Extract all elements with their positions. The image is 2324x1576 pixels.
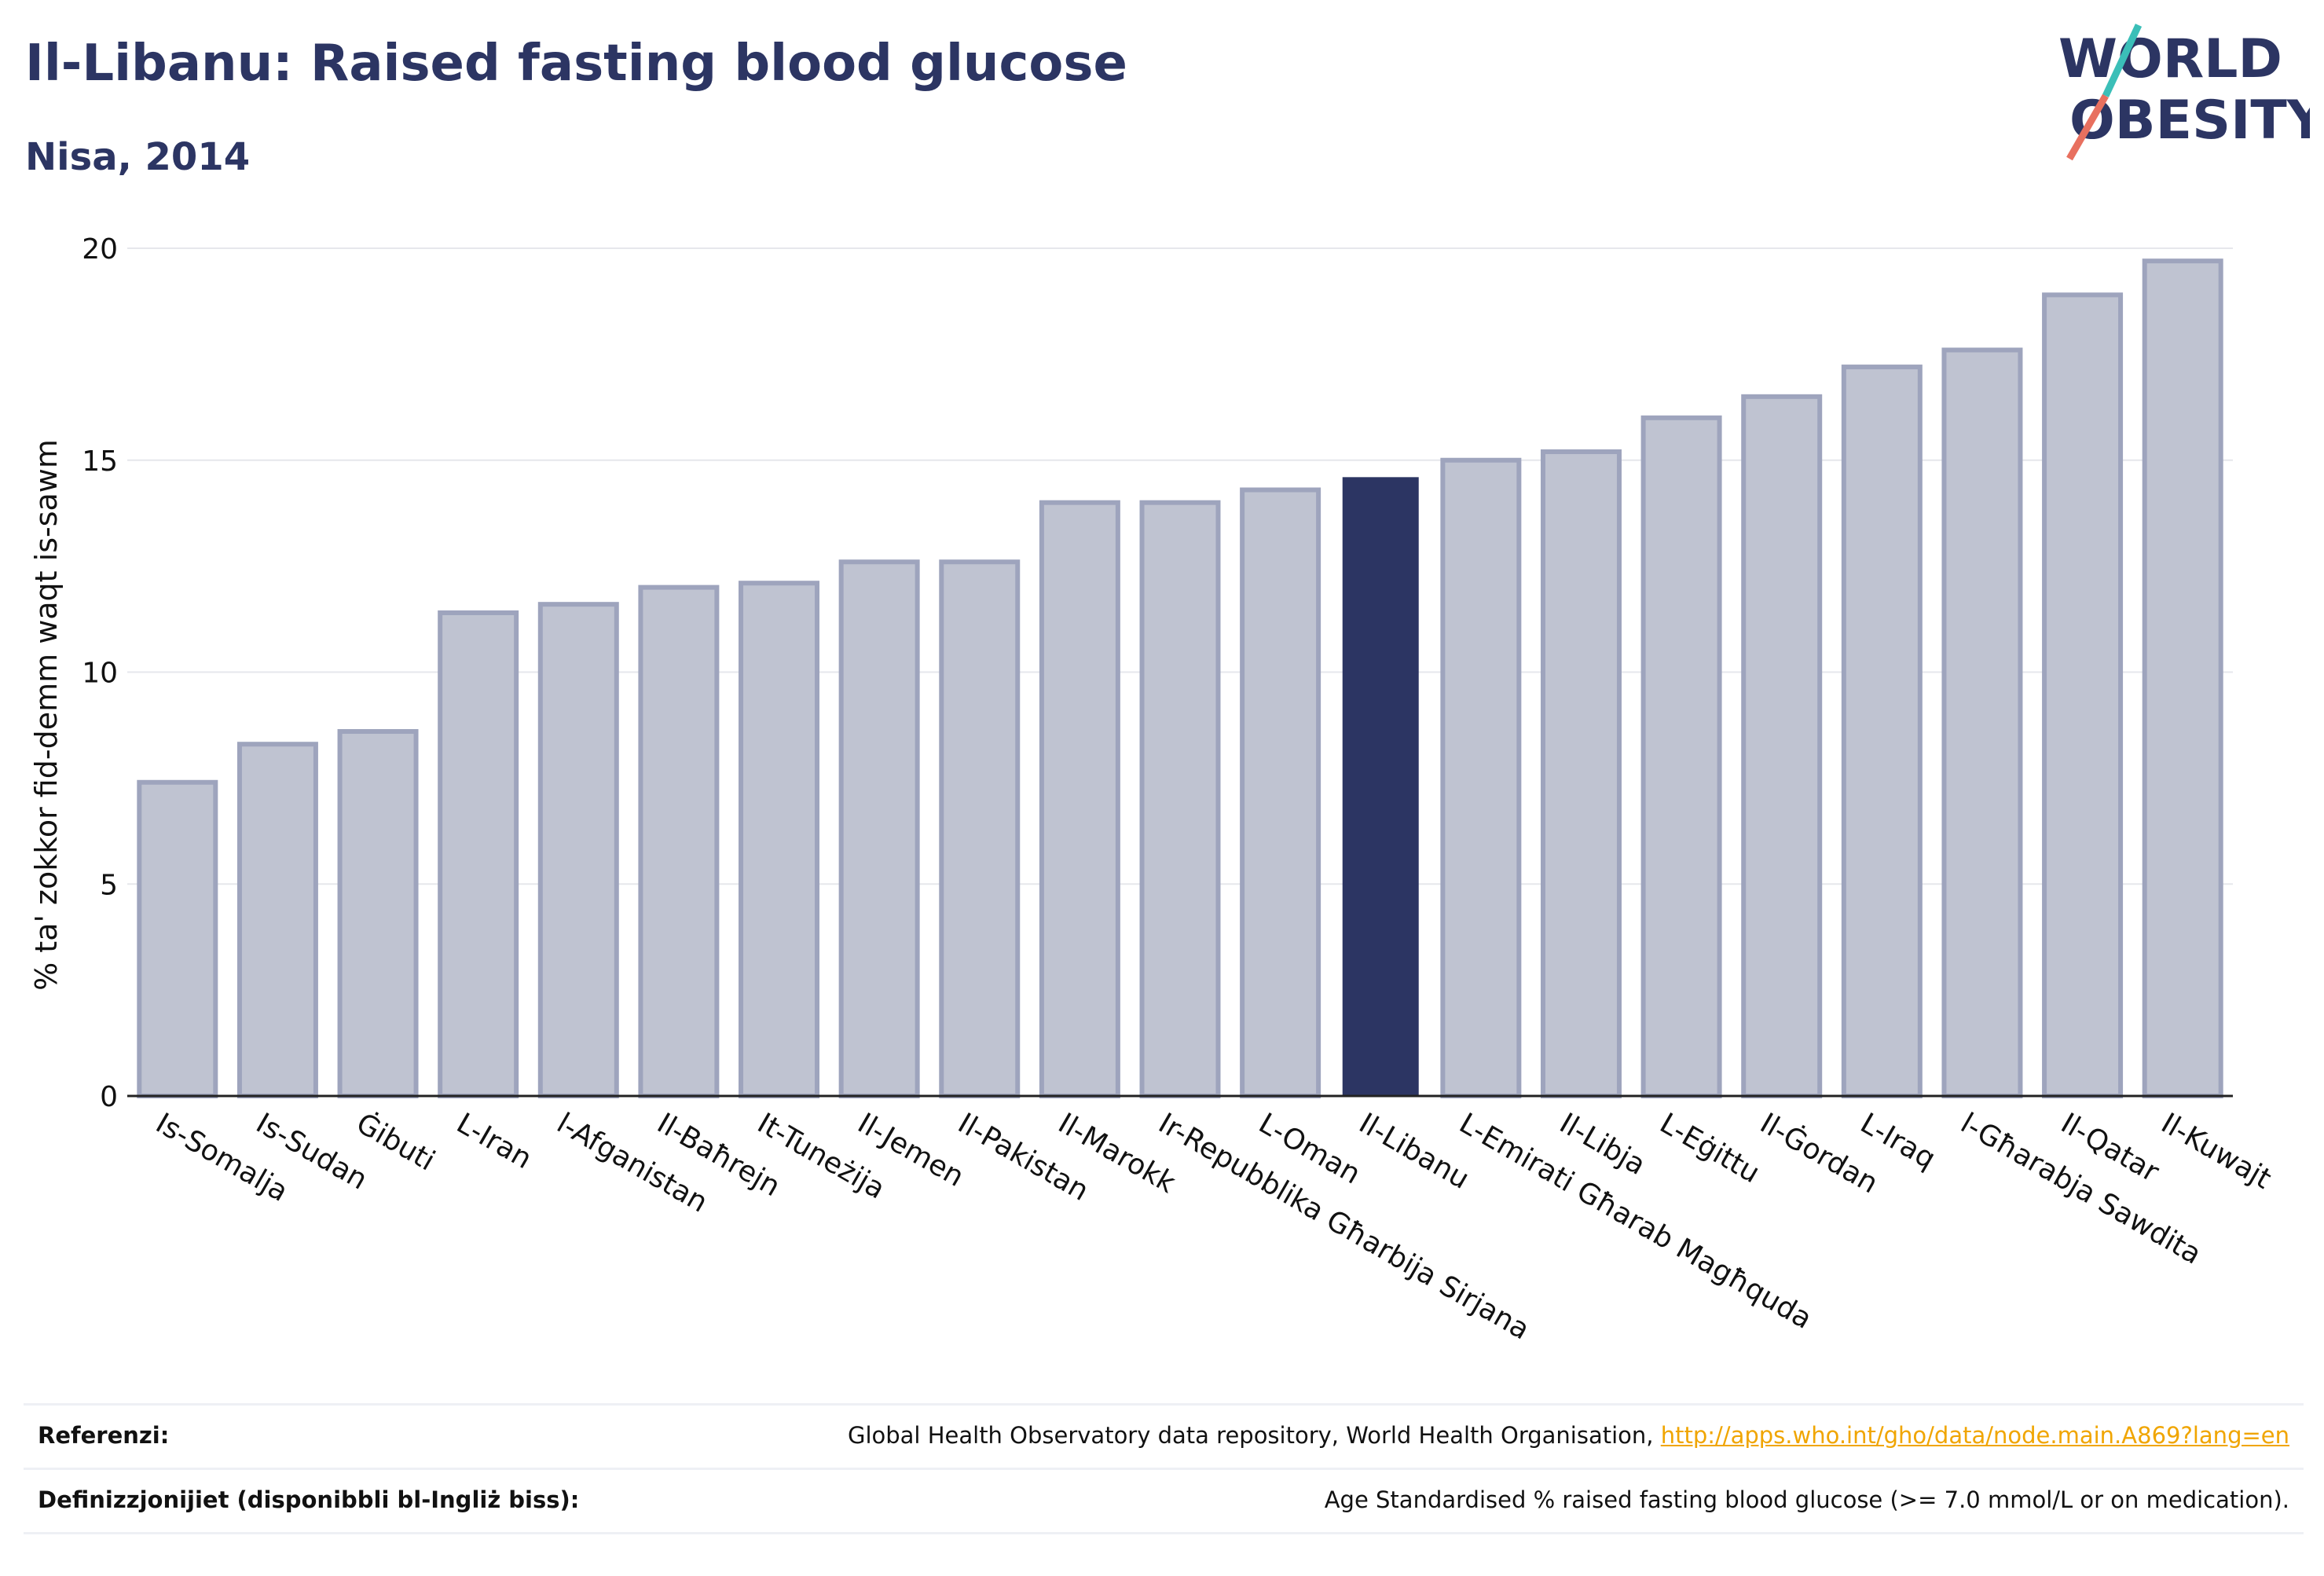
footer-reference-row: Referenzi: Global Health Observatory dat…	[24, 1405, 2304, 1466]
bar-11	[1240, 487, 1321, 1098]
bar-15	[1640, 415, 1722, 1098]
y-tick-label: 0	[100, 1081, 118, 1113]
bar-4	[537, 602, 619, 1098]
bar-1	[236, 742, 318, 1099]
bar-10	[1139, 500, 1221, 1098]
page-title: Il-Libanu: Raised fasting blood glucose	[25, 35, 1127, 93]
x-tick-label: L-Iran	[451, 1107, 537, 1175]
x-tick-label: L-Eġittu	[1655, 1107, 1765, 1189]
bar-12	[1342, 477, 1419, 1096]
bar-0	[137, 779, 218, 1099]
bar-20	[2142, 258, 2223, 1098]
footer-divider-middle	[24, 1468, 2304, 1470]
bar-16	[1741, 394, 1823, 1098]
bar-8	[939, 559, 1021, 1098]
bar-18	[1941, 347, 2023, 1099]
logo-slash-coral	[2066, 93, 2109, 161]
logo-slash-teal	[2102, 24, 2143, 97]
x-tick-label: Il-Libanu	[1354, 1107, 1475, 1196]
footer-reference-text: Global Health Observatory data repositor…	[847, 1422, 1661, 1449]
bar-14	[1540, 449, 1622, 1098]
logo-line1: WORLD	[2058, 28, 2282, 90]
bar-2	[337, 729, 419, 1099]
page-subtitle: Nisa, 2014	[25, 135, 251, 179]
bar-5	[638, 585, 720, 1098]
logo-line2: OBESITY	[2069, 90, 2310, 152]
bar-6	[739, 581, 820, 1098]
footer-definition-label: Definizzjonijiet (disponibbli bl-Ingliż …	[38, 1486, 580, 1513]
bars	[137, 258, 2223, 1099]
y-tick-label: 10	[82, 658, 118, 690]
footer-definition-row: Definizzjonijiet (disponibbli bl-Ingliż …	[24, 1469, 2304, 1530]
footer-reference-label: Referenzi:	[38, 1422, 170, 1449]
footer-divider-bottom	[24, 1532, 2304, 1534]
bar-17	[1841, 365, 1923, 1098]
bar-9	[1039, 500, 1120, 1098]
y-axis-label: % ta' zokkor fid-demm waqt is-sawm	[29, 439, 64, 991]
bar-3	[438, 610, 519, 1098]
y-tick-label: 20	[82, 233, 118, 266]
world-obesity-logo: WORLD OBESITY	[2058, 24, 2310, 161]
footer-definition-text: Age Standardised % raised fasting blood …	[1324, 1486, 2289, 1513]
x-tick-label: L-Emirati Għarab Magħquda	[1453, 1107, 1816, 1336]
bar-13	[1440, 457, 1522, 1098]
x-tick-label: Il-Kuwajt	[2156, 1107, 2277, 1195]
bar-7	[838, 559, 920, 1098]
y-tick-label: 15	[82, 445, 118, 478]
footer-reference-value: Global Health Observatory data repositor…	[848, 1422, 2289, 1449]
bar-19	[2042, 292, 2124, 1099]
y-tick-label: 5	[100, 869, 118, 901]
footer-reference-link[interactable]: http://apps.who.int/gho/data/node.main.A…	[1660, 1422, 2289, 1449]
footer-divider-top	[24, 1403, 2304, 1406]
